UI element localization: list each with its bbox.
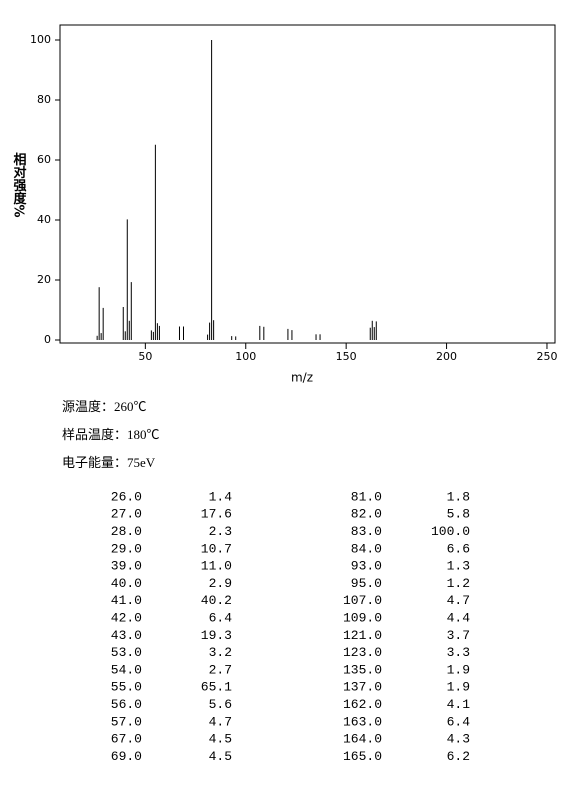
table-cell: 40.2 — [201, 593, 232, 608]
y-tick-label: 40 — [37, 213, 51, 226]
table-cell: 1.4 — [209, 489, 233, 504]
table-cell: 1.9 — [447, 680, 470, 695]
table-cell: 54.0 — [111, 662, 142, 677]
table-cell: 2.3 — [209, 524, 232, 539]
x-tick-label: 200 — [436, 350, 457, 363]
table-cell: 84.0 — [351, 541, 382, 556]
table-cell: 4.5 — [209, 749, 232, 764]
table-cell: 5.8 — [447, 507, 470, 522]
x-tick-label: 100 — [235, 350, 256, 363]
table-cell: 163.0 — [343, 714, 382, 729]
table-cell: 164.0 — [343, 732, 382, 747]
info-line: 电子能量：75eV — [62, 455, 156, 470]
table-cell: 4.5 — [209, 732, 232, 747]
y-tick-label: 0 — [44, 333, 51, 346]
table-cell: 65.1 — [201, 680, 232, 695]
table-cell: 6.4 — [447, 714, 471, 729]
table-cell: 4.4 — [447, 611, 471, 626]
table-cell: 69.0 — [111, 749, 142, 764]
table-cell: 135.0 — [343, 662, 382, 677]
table-cell: 6.4 — [209, 611, 233, 626]
table-cell: 107.0 — [343, 593, 382, 608]
table-cell: 95.0 — [351, 576, 382, 591]
table-cell: 137.0 — [343, 680, 382, 695]
info-line: 样品温度：180℃ — [62, 427, 160, 442]
x-tick-label: 50 — [138, 350, 152, 363]
y-tick-label: 60 — [37, 153, 51, 166]
table-cell: 4.7 — [209, 714, 232, 729]
table-cell: 67.0 — [111, 732, 142, 747]
table-cell: 6.2 — [447, 749, 470, 764]
table-cell: 4.7 — [447, 593, 470, 608]
table-cell: 39.0 — [111, 559, 142, 574]
y-tick-label: 100 — [30, 33, 51, 46]
table-cell: 2.7 — [209, 662, 232, 677]
plot-frame — [59, 24, 556, 344]
table-cell: 1.8 — [447, 489, 470, 504]
table-cell: 109.0 — [343, 611, 382, 626]
table-cell: 121.0 — [343, 628, 382, 643]
table-cell: 11.0 — [201, 559, 232, 574]
x-tick-label: 150 — [336, 350, 357, 363]
table-cell: 57.0 — [111, 714, 142, 729]
table-cell: 6.6 — [447, 541, 470, 556]
x-tick-label: 250 — [536, 350, 557, 363]
table-cell: 5.6 — [209, 697, 232, 712]
table-cell: 100.0 — [431, 524, 470, 539]
table-cell: 165.0 — [343, 749, 382, 764]
table-cell: 83.0 — [351, 524, 382, 539]
table-cell: 55.0 — [111, 680, 142, 695]
table-cell: 3.2 — [209, 645, 232, 660]
table-cell: 162.0 — [343, 697, 382, 712]
table-cell: 17.6 — [201, 507, 232, 522]
table-cell: 123.0 — [343, 645, 382, 660]
table-cell: 82.0 — [351, 507, 382, 522]
table-cell: 41.0 — [111, 593, 142, 608]
table-cell: 4.3 — [447, 732, 470, 747]
table-cell: 3.3 — [447, 645, 470, 660]
y-tick-label: 80 — [37, 93, 51, 106]
table-cell: 1.3 — [447, 559, 470, 574]
table-cell: 27.0 — [111, 507, 142, 522]
table-cell: 29.0 — [111, 541, 142, 556]
table-cell: 26.0 — [111, 489, 142, 504]
table-cell: 2.9 — [209, 576, 232, 591]
table-cell: 56.0 — [111, 697, 142, 712]
table-cell: 4.1 — [447, 697, 471, 712]
table-cell: 53.0 — [111, 645, 142, 660]
table-cell: 81.0 — [351, 489, 382, 504]
table-cell: 1.2 — [447, 576, 470, 591]
table-cell: 19.3 — [201, 628, 232, 643]
table-cell: 10.7 — [201, 541, 232, 556]
info-line: 源温度：260℃ — [62, 399, 147, 414]
table-cell: 1.9 — [447, 662, 470, 677]
table-cell: 42.0 — [111, 611, 142, 626]
table-cell: 93.0 — [351, 559, 382, 574]
y-axis-label: 相对强度% — [11, 152, 27, 218]
y-tick-label: 20 — [37, 273, 51, 286]
table-cell: 28.0 — [111, 524, 142, 539]
x-axis-label: m/z — [291, 371, 313, 385]
table-cell: 43.0 — [111, 628, 142, 643]
table-cell: 3.7 — [447, 628, 470, 643]
table-cell: 40.0 — [111, 576, 142, 591]
